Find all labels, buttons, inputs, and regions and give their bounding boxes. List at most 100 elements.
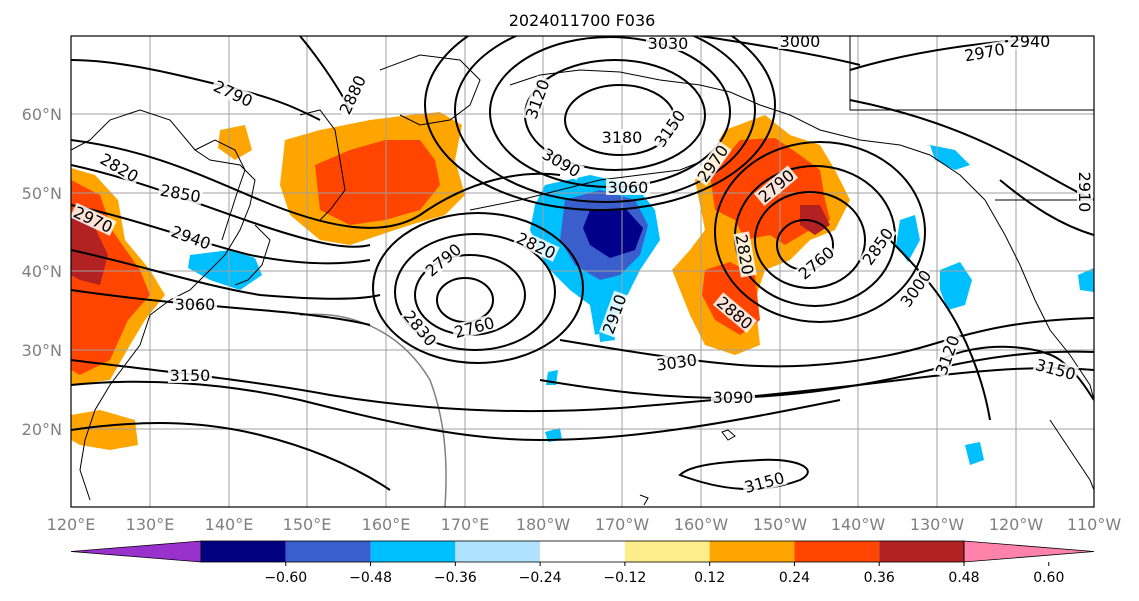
cold-anomaly-bc-coast (930, 145, 970, 170)
svg-text:3060: 3060 (608, 178, 649, 197)
contour-label: 3090 (711, 388, 755, 407)
contour-3150-zonal (71, 380, 841, 442)
contour-label: 2940 (1008, 32, 1052, 51)
coastline-alaska (509, 69, 986, 201)
very-strong-warm-anomaly-asia (71, 215, 108, 285)
longitude-label: 180°W (516, 515, 571, 534)
svg-text:3030: 3030 (648, 34, 689, 53)
contour-3030-zonal (559, 317, 1094, 368)
svg-text:3180: 3180 (602, 128, 643, 147)
contour-label: 3030 (646, 34, 690, 53)
colorbar-tick-label: −0.24 (519, 570, 562, 586)
colorbar-extend-high (963, 540, 1095, 563)
colorbar: −0.60 −0.48 −0.36 −0.24 −0.12 0.12 0.24 0.36 0.4… (70, 540, 1095, 586)
contour-2940-north (849, 99, 1094, 201)
longitude-label: 140°E (205, 515, 254, 534)
colorbar-segment (455, 541, 541, 562)
contour-2940-zonal (71, 204, 371, 265)
anomaly-shading (71, 112, 1094, 465)
strong-cold-anomaly (583, 208, 643, 258)
colorbar-segment (540, 541, 625, 562)
longitude-label: 130°E (126, 515, 175, 534)
colorbar-tick-label: −0.60 (264, 570, 307, 586)
colorbar-segment (709, 541, 795, 562)
contour-3000-east (879, 229, 991, 421)
contour-label: 3060 (173, 295, 217, 314)
coastline-kamchatka (299, 109, 346, 221)
cold-anomaly-japan (188, 250, 262, 290)
colorbar-tick-label: −0.36 (434, 570, 477, 586)
small-islands (639, 494, 649, 506)
contour-2910-east (999, 179, 1094, 236)
longitude-label: 110°W (1067, 515, 1122, 534)
svg-text:3090: 3090 (713, 388, 754, 407)
contour-3060 (424, 36, 776, 211)
svg-text:3150: 3150 (170, 366, 211, 385)
coastlines (71, 36, 1094, 506)
aleutian-islands (469, 161, 701, 211)
very-strong-warm-anomaly-gulf (800, 205, 830, 235)
strong-warm-anomaly-bering (315, 140, 440, 225)
figure-title: 2024011700 F036 (509, 11, 656, 30)
contour-3090 (454, 36, 756, 203)
longitude-label: 160°W (674, 515, 729, 534)
latitude-label: 60°N (22, 105, 62, 124)
svg-text:3000: 3000 (780, 32, 821, 51)
colorbar-tick-label: 0.24 (779, 570, 810, 586)
map-frame (70, 35, 1095, 508)
height-contours (71, 36, 1094, 491)
warm-anomaly-south-china (71, 410, 138, 450)
colorbar-extend-low (70, 540, 202, 563)
colorbar-tick-label: 0.48 (948, 570, 979, 586)
contour-3150-south (71, 422, 391, 491)
latitude-label: 30°N (22, 341, 62, 360)
contour-label: 3000 (778, 32, 822, 51)
coastline-north-america (984, 199, 1094, 401)
boundary-line (299, 313, 447, 507)
contour-3150-east (939, 345, 1094, 401)
gridlines (71, 36, 1094, 507)
coastline-asia (71, 109, 256, 501)
colorbar-tick-label: −0.48 (349, 570, 392, 586)
contour-label: 3060 (606, 178, 650, 197)
colorbar-tick-label: 0.60 (1033, 570, 1064, 586)
contour-2820-west (394, 233, 556, 351)
colorbar-segment (879, 541, 964, 562)
warm-anomaly-okhotsk (218, 125, 252, 160)
contour-3150-closed (678, 458, 809, 491)
longitude-label: 160°E (362, 515, 411, 534)
longitude-label: 120°W (989, 515, 1044, 534)
colorbar-tick-label: 0.12 (694, 570, 725, 586)
colorbar-segment (624, 541, 710, 562)
svg-text:2940: 2940 (1010, 32, 1051, 51)
latitude-label: 40°N (22, 262, 62, 281)
cold-anomaly-hawaii-west (545, 428, 562, 442)
coastline-japan (234, 224, 271, 286)
cold-anomaly-eastern-pacific (940, 262, 972, 310)
colorbar-segment (285, 541, 371, 562)
contour-label: 3180 (600, 128, 644, 147)
cold-anomaly-pacific-nw (896, 215, 920, 262)
colorbar-segment (794, 541, 880, 562)
contour-3060-zonal (71, 289, 371, 326)
hawaii-islands (721, 429, 736, 441)
latitude-label: 50°N (22, 184, 62, 203)
contour-2790-east (754, 191, 866, 289)
colorbar-tick-label: 0.36 (864, 570, 895, 586)
coastline-mexico (1049, 419, 1094, 491)
longitude-label: 130°W (910, 515, 965, 534)
longitude-label: 150°E (283, 515, 332, 534)
colorbar-tick-label: −0.12 (603, 570, 646, 586)
contour-2850-west (372, 212, 584, 364)
latitude-label: 20°N (22, 420, 62, 439)
cold-anomaly-baja (965, 442, 984, 465)
border-alaska-canada (849, 36, 1094, 111)
contour-3090-zonal (539, 350, 1094, 400)
longitude-label: 170°E (441, 515, 490, 534)
contour-2850-east (714, 141, 926, 323)
contour-label: 2910 (1075, 170, 1094, 214)
contour-3000-north (699, 36, 861, 66)
longitude-labels: 120°E 130°E 140°E 150°E 160°E 170°E 180°W 170°W… (47, 515, 1122, 534)
